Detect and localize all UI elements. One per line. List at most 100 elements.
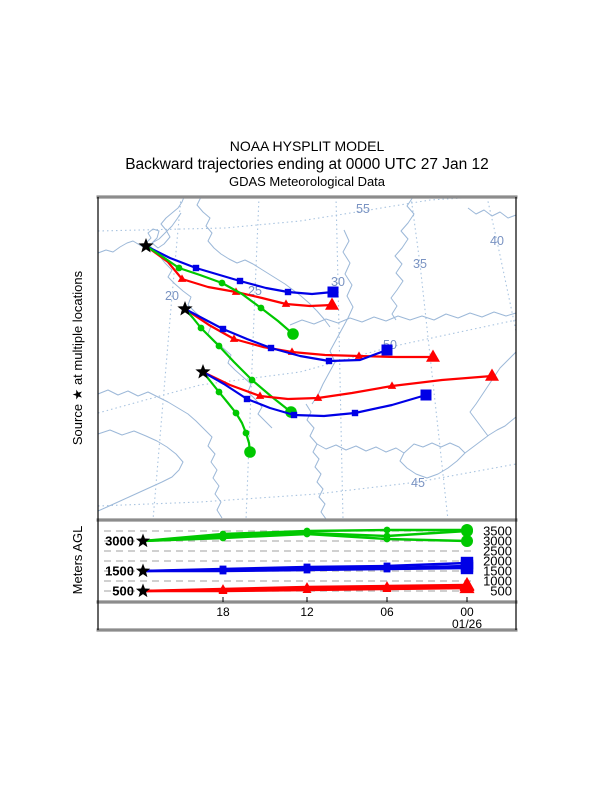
height-profile-source3-1500m-marker-1 — [219, 567, 227, 575]
model-title: NOAA HYSPLIT MODEL — [230, 138, 385, 154]
graticule-label-40: 40 — [490, 234, 504, 248]
height-profile-source3-500m-end-marker — [459, 579, 475, 594]
trajectory-source1-1500m-end-marker — [327, 286, 339, 298]
trajectory-source3-500m-marker-1 — [313, 393, 323, 401]
height-profile-source3-1500m-end-marker — [460, 561, 474, 575]
trajectory-source2-1500m-marker-0 — [219, 325, 227, 333]
level-label-left-1500: 1500 — [105, 564, 134, 579]
height-profile-source3-3000m-marker-2 — [303, 530, 311, 538]
height-source-star-2 — [135, 563, 151, 578]
trajectory-source3-500m-marker-0 — [255, 391, 265, 399]
graticule-label-55: 55 — [356, 202, 370, 216]
trajectory-source2-3000m-marker-0 — [197, 324, 205, 332]
trajectory-source3-3000m-marker-1 — [232, 409, 240, 417]
graticule-label-35: 35 — [413, 257, 427, 271]
level-label-right-1500: 1500 — [483, 564, 512, 579]
height-profile-source2-3000m-end-marker — [461, 525, 473, 537]
height-profile-source3-3000m-marker-1 — [219, 534, 227, 542]
trajectory-source3-1500m-end-marker — [420, 389, 432, 401]
level-label-right-500: 500 — [490, 584, 512, 599]
map-feature-river-dnieper — [311, 229, 354, 405]
meridian-40 — [486, 196, 517, 332]
meridian-35 — [410, 196, 449, 521]
trajectory-source2-3000m-marker-2 — [248, 376, 256, 384]
height-source-star-1 — [135, 533, 151, 548]
trajectory-source1-3000m-marker-2 — [257, 304, 265, 312]
height-profile-source3-3000m-marker-3 — [383, 535, 391, 543]
map-feature-border-northeast — [390, 196, 415, 321]
date-label: 01/26 — [452, 617, 482, 631]
height-profile-source3-500m-marker-1 — [218, 586, 228, 595]
trajectory-source1-3000m-marker-0 — [175, 264, 183, 272]
map-feature-border-carpathian — [97, 389, 223, 519]
time-tick-label-12: 12 — [300, 605, 314, 619]
trajectory-source2-1500m-end-marker — [381, 344, 393, 356]
map-feature-black-sea-west — [305, 403, 327, 520]
map-feature-baltic-coast — [97, 196, 185, 254]
source-star-3 — [195, 364, 211, 379]
meridian-25 — [245, 196, 260, 521]
source-star-2 — [177, 301, 193, 316]
map-feature-border-east-west — [289, 311, 517, 326]
axis-labels-layer: 3000150050035003000250020001500100050018… — [105, 524, 512, 632]
trajectory-source1-1500m-line — [144, 244, 335, 296]
height-profile-source3-1500m-marker-2 — [303, 566, 311, 574]
trajectory-source2-500m-marker-2 — [354, 351, 364, 359]
time-tick-label-06: 06 — [380, 605, 394, 619]
map-feature-lagoon-spit — [151, 212, 182, 244]
height-source-star-3 — [135, 583, 151, 598]
trajectory-source2-3000m-marker-1 — [215, 342, 223, 350]
meridian-30 — [335, 196, 344, 521]
met-data-label: GDAS Meteorological Data — [229, 174, 386, 189]
graticule-label-45: 45 — [411, 476, 425, 490]
trajectory-source3-1500m-line — [201, 370, 428, 418]
level-label-right-3000: 3000 — [483, 534, 512, 549]
chart-subtitle: Backward trajectories ending at 0000 UTC… — [125, 156, 489, 173]
trajectory-source2-500m-end-marker — [426, 349, 440, 362]
height-y-axis-label: Meters AGL — [70, 526, 85, 595]
trajectory-source2-1500m-line — [183, 307, 389, 363]
trajectories-layer — [138, 238, 499, 458]
graticule-label-20: 20 — [165, 289, 179, 303]
height-profile-source3-1500m-marker-3 — [383, 565, 391, 573]
trajectory-source3-3000m-end-marker — [244, 446, 256, 458]
trajectory-source1-3000m-end-marker — [287, 328, 299, 340]
trajectory-source1-1500m-marker-2 — [284, 288, 292, 296]
trajectory-source1-500m-marker-2 — [281, 299, 291, 307]
level-label-left-3000: 3000 — [105, 534, 134, 549]
graticule-label-30: 30 — [331, 275, 345, 289]
map-feature-azov-coast — [464, 416, 517, 454]
height-profile-source3-500m-marker-3 — [382, 584, 392, 593]
trajectory-source1-1500m-marker-1 — [236, 277, 244, 285]
map-y-axis-label: Source ★ at multiple locations — [70, 270, 85, 445]
map-feature-river-don — [469, 351, 517, 437]
trajectory-source1-3000m-marker-1 — [218, 279, 226, 287]
height-profile-layer — [104, 524, 475, 598]
trajectory-source2-500m-marker-0 — [229, 334, 239, 342]
time-tick-label-00: 00 — [460, 605, 474, 619]
height-profile-source3-500m-marker-2 — [302, 585, 312, 594]
graticule-layer: 2025303540555045 — [97, 196, 517, 521]
height-profile-source3-3000m-end-marker — [461, 535, 473, 547]
trajectory-source3-500m-end-marker — [485, 368, 499, 381]
level-label-left-500: 500 — [112, 584, 134, 599]
level-label-right-3500: 3500 — [483, 524, 512, 539]
parallel-45 — [97, 463, 517, 507]
trajectory-source3-3000m-marker-2 — [242, 429, 250, 437]
map-feature-coast-topright — [467, 207, 517, 219]
trajectory-source1-500m-end-marker — [325, 297, 339, 310]
map-features-layer — [97, 196, 517, 520]
map-feature-border-hungary — [97, 429, 184, 512]
trajectory-source3-1500m-marker-1 — [290, 411, 298, 419]
level-label-right-2500: 2500 — [483, 544, 512, 559]
level-label-right-1000: 1000 — [483, 574, 512, 589]
trajectory-source2-1500m-marker-2 — [325, 357, 333, 365]
map-feature-black-sea-crimea — [316, 442, 466, 479]
trajectory-source1-1500m-marker-0 — [192, 264, 200, 272]
trajectory-source3-500m-line — [201, 370, 494, 401]
time-tick-label-18: 18 — [216, 605, 230, 619]
trajectory-source3-500m-marker-2 — [387, 381, 397, 389]
trajectory-source3-3000m-marker-0 — [215, 388, 223, 396]
